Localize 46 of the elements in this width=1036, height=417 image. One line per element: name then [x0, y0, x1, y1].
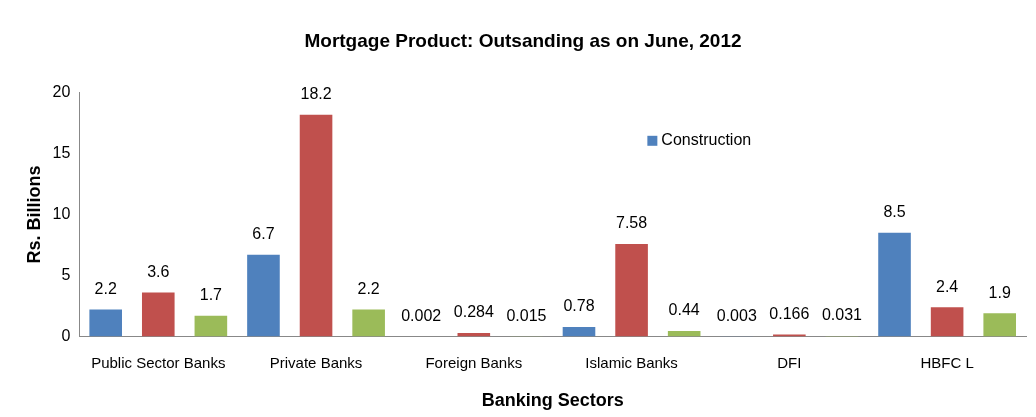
data-label: 0.284: [453, 303, 494, 321]
data-label: 0.015: [506, 306, 547, 324]
legend-label: Construction: [661, 131, 752, 149]
data-label: 1.9: [988, 283, 1011, 301]
data-label: 8.5: [883, 203, 906, 221]
data-label: 3.6: [147, 262, 170, 280]
bar: [562, 326, 596, 337]
data-label: 0.002: [401, 306, 442, 324]
bar: [773, 334, 806, 337]
bar: [299, 114, 333, 337]
y-axis-title: Rs. Billions: [23, 165, 44, 264]
bar: [615, 244, 648, 337]
y-tick-label: 10: [52, 205, 71, 223]
data-label: 6.7: [252, 225, 275, 243]
data-label: 0.031: [821, 306, 863, 324]
data-label: 0.166: [769, 304, 810, 322]
bar: [878, 232, 911, 337]
y-tick-label: 15: [52, 144, 71, 162]
data-label: 0.78: [563, 297, 595, 315]
data-label: 2.4: [935, 277, 959, 295]
bar: [194, 315, 228, 337]
y-tick-label: 0: [61, 326, 71, 344]
y-tick-label: 20: [52, 83, 71, 101]
x-tick-label: Private Banks: [269, 353, 363, 371]
data-label: 18.2: [300, 85, 332, 103]
chart-title: Mortgage Product: Outsanding as on June, 2012: [304, 29, 742, 51]
data-label: 7.58: [616, 214, 648, 232]
data-label: 2.2: [94, 280, 117, 298]
x-tick-label: Public Sector Banks: [91, 353, 226, 371]
bar: [983, 313, 1017, 337]
x-axis-title: Banking Sectors: [481, 390, 624, 411]
x-tick-label: HBFC L: [920, 353, 974, 371]
bar: [247, 254, 280, 337]
bar: [89, 309, 122, 337]
x-tick-label: DFI: [777, 353, 802, 371]
data-label: 1.7: [199, 286, 223, 304]
data-label: 0.44: [668, 301, 700, 319]
bar: [141, 292, 175, 337]
bar: [667, 331, 701, 337]
y-tick-label: 5: [61, 265, 71, 283]
data-label: 2.2: [357, 280, 380, 298]
x-tick-label: Foreign Banks: [425, 353, 523, 371]
bar: [930, 307, 964, 337]
bar: [352, 309, 385, 337]
data-label: 0.003: [716, 306, 757, 324]
x-tick-label: Islamic Banks: [585, 353, 678, 371]
